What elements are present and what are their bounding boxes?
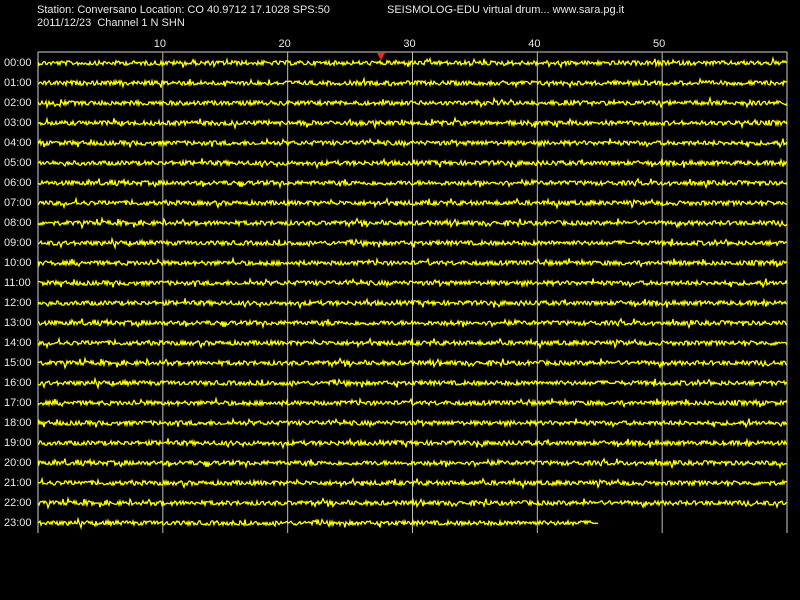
seismic-trace xyxy=(37,476,787,490)
hour-label: 17:00 xyxy=(4,397,32,409)
hour-label: 06:00 xyxy=(4,177,32,189)
minute-label: 20 xyxy=(279,38,291,50)
minute-label: 30 xyxy=(403,38,415,50)
hour-label: 18:00 xyxy=(4,417,32,429)
seismic-trace xyxy=(37,516,599,530)
seismic-trace xyxy=(37,277,788,289)
hour-label: 07:00 xyxy=(4,197,32,209)
seismic-trace xyxy=(37,376,788,390)
minute-label: 10 xyxy=(154,38,166,50)
seismic-trace xyxy=(37,457,788,470)
traces xyxy=(37,56,788,530)
seismic-trace xyxy=(37,56,788,70)
hour-label: 20:00 xyxy=(4,457,32,469)
station-info: Station: Conversano Location: CO 40.9712… xyxy=(37,4,330,16)
hour-label: 05:00 xyxy=(4,157,32,169)
minute-label: 50 xyxy=(653,38,665,50)
hour-label: 11:00 xyxy=(4,277,31,289)
seismic-trace xyxy=(37,417,788,429)
hour-label: 09:00 xyxy=(4,237,32,249)
hour-label: 14:00 xyxy=(4,337,32,349)
minute-label: 40 xyxy=(528,38,540,50)
seismic-trace xyxy=(37,297,788,310)
seismic-trace xyxy=(37,437,788,450)
seismic-trace xyxy=(37,137,788,149)
hour-label: 13:00 xyxy=(4,317,32,329)
seismic-trace xyxy=(37,76,788,90)
hour-label: 15:00 xyxy=(4,357,32,369)
seismic-trace xyxy=(37,196,788,210)
hour-label: 16:00 xyxy=(4,377,32,389)
hour-label: 12:00 xyxy=(4,297,32,309)
hour-label: 22:00 xyxy=(4,497,32,509)
hour-label: 00:00 xyxy=(4,57,32,69)
seismic-trace xyxy=(37,256,788,269)
grid xyxy=(162,52,663,533)
hour-label: 01:00 xyxy=(4,77,32,89)
hour-label: 23:00 xyxy=(4,517,32,529)
seismic-trace xyxy=(37,396,788,409)
seismic-trace xyxy=(37,317,788,330)
seismic-trace xyxy=(37,177,788,190)
time-marker xyxy=(377,53,385,60)
seismic-trace xyxy=(37,216,788,230)
seismic-trace xyxy=(37,236,788,250)
hour-label: 03:00 xyxy=(4,117,32,129)
hour-label: 21:00 xyxy=(4,477,32,489)
seismic-trace xyxy=(37,356,788,370)
hour-label: 04:00 xyxy=(4,137,32,149)
seismic-trace xyxy=(37,95,788,110)
seismic-trace xyxy=(37,496,788,510)
hour-label: 10:00 xyxy=(4,257,32,269)
hour-label: 19:00 xyxy=(4,437,32,449)
seismic-trace xyxy=(37,116,788,131)
hour-label: 02:00 xyxy=(4,97,32,109)
seismic-trace xyxy=(37,157,788,170)
date-channel: 2011/12/23 Channel 1 N SHN xyxy=(37,17,185,29)
seismic-trace xyxy=(37,336,788,350)
source-info: SEISMOLOG-EDU virtual drum... www.sara.p… xyxy=(387,4,624,16)
hour-label: 08:00 xyxy=(4,217,32,229)
